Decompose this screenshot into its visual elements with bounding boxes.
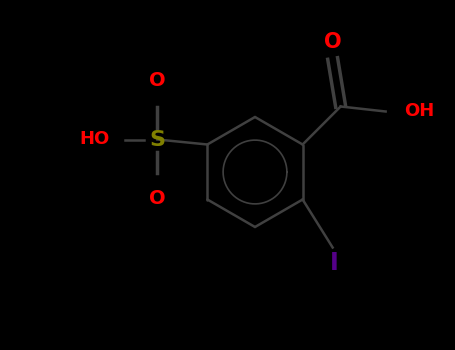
Text: OH: OH [404, 103, 434, 120]
Text: O: O [324, 33, 341, 52]
Text: O: O [149, 71, 166, 90]
Text: S: S [149, 130, 165, 149]
Text: HO: HO [79, 131, 109, 148]
Text: I: I [330, 252, 339, 275]
Text: O: O [149, 189, 166, 208]
